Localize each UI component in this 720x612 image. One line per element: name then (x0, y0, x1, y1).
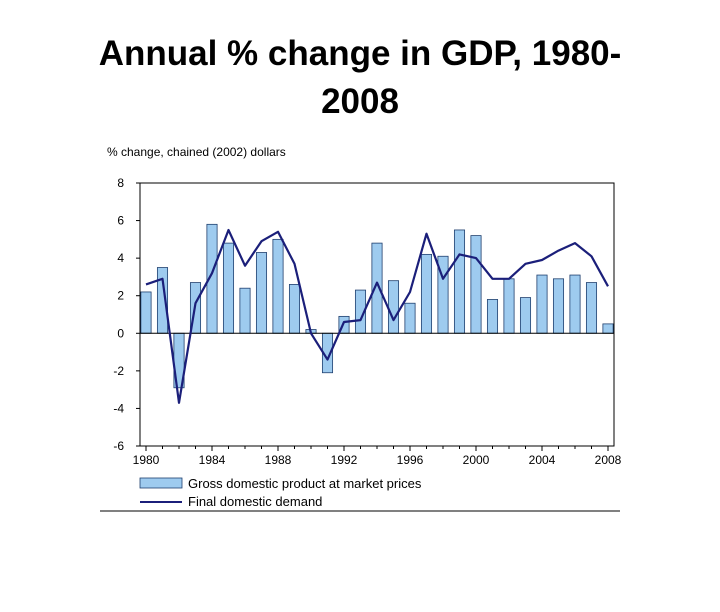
x-tick-label: 1984 (199, 453, 226, 467)
legend-swatch-gdp (139, 477, 183, 489)
legend-label-gdp: Gross domestic product at market prices (188, 476, 422, 491)
y-tick-label: 0 (117, 326, 124, 340)
y-tick-label: 8 (117, 176, 124, 190)
gdp-bar (404, 302, 416, 334)
gdp-bar (519, 297, 532, 334)
page-title: Annual % change in GDP, 1980- 2008 (0, 30, 720, 126)
y-tick-label: 6 (117, 214, 124, 228)
bars-layer (140, 223, 614, 389)
gdp-bar (602, 323, 614, 334)
y-tick-label: -2 (113, 364, 124, 378)
gdp-bar (552, 278, 565, 334)
title-line-2: 2008 (321, 82, 399, 121)
gdp-bar (585, 282, 598, 334)
gdp-bar (239, 287, 251, 334)
line-layer (145, 228, 609, 404)
x-tick-label: 1980 (133, 453, 160, 467)
y-tick-label: -4 (113, 401, 124, 415)
x-tick-label: 2008 (595, 453, 622, 467)
final-demand-line (145, 228, 609, 404)
gdp-bar (420, 253, 433, 334)
gdp-bar (453, 229, 466, 334)
y-tick-label: -6 (113, 439, 124, 453)
gdp-bar (272, 238, 284, 334)
x-tick-label: 2000 (463, 453, 490, 467)
gdp-bar (569, 274, 581, 334)
legend-label-demand: Final domestic demand (188, 494, 322, 509)
gdp-bar (288, 284, 301, 334)
gdp-bar (536, 274, 548, 334)
gdp-bar (486, 299, 499, 334)
title-line-1: Annual % change in GDP, 1980- (98, 34, 622, 73)
y-axis-label: % change, chained (2002) dollars (107, 145, 286, 159)
x-tick-label: 1988 (265, 453, 292, 467)
gdp-bar (222, 242, 235, 334)
x-tick-label: 2004 (529, 453, 556, 467)
y-tick-label: 2 (117, 289, 124, 303)
axes-layer: 8 6 4 2 0 -2 -4 -6 1980 1984 1988 1992 1996 2000 2004 2… (113, 176, 621, 467)
y-tick-label: 4 (117, 251, 124, 265)
x-tick-label: 1996 (397, 453, 424, 467)
x-tick-label: 1992 (331, 453, 358, 467)
gdp-bar (255, 252, 268, 334)
gdp-bar (140, 291, 152, 334)
gdp-bar (387, 280, 400, 334)
gdp-bar (503, 278, 515, 334)
legend: Gross domestic product at market prices F… (139, 476, 422, 509)
gdp-bar (470, 235, 482, 334)
